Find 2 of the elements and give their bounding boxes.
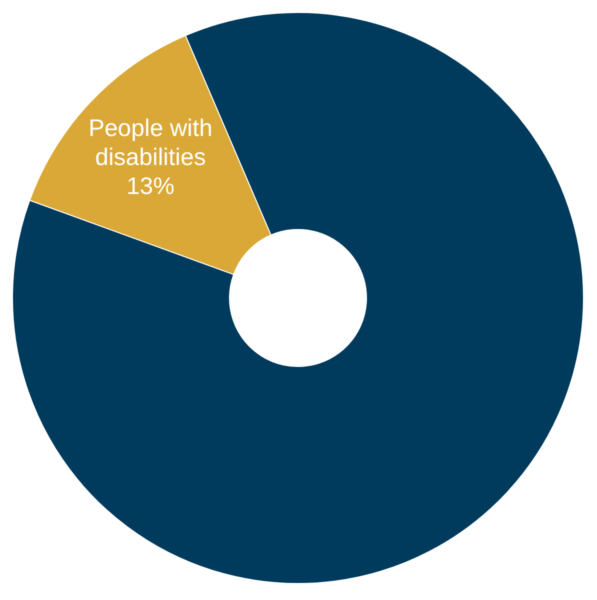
data-label: 13% xyxy=(126,173,174,200)
slice-label: People with disabilities xyxy=(88,115,213,172)
